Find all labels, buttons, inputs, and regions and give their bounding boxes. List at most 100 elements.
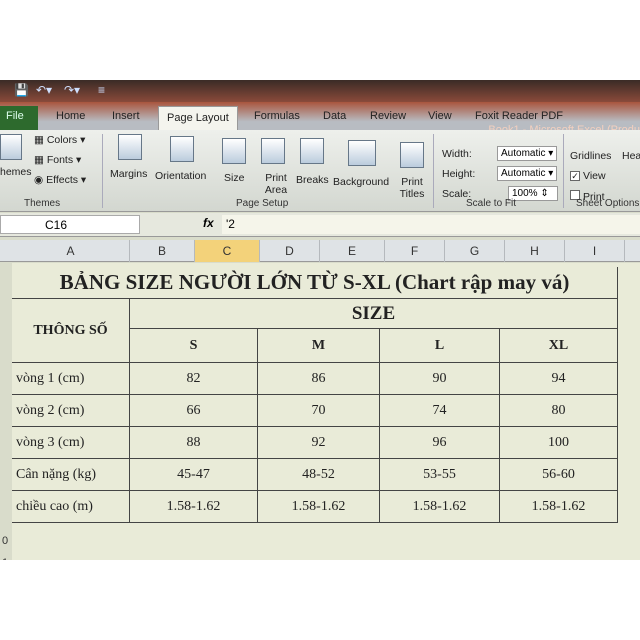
table-cell[interactable]: 56-60 bbox=[500, 459, 618, 491]
print-titles-button[interactable]: Print Titles bbox=[399, 176, 425, 200]
orientation-icon bbox=[170, 136, 194, 162]
tab-view[interactable]: View bbox=[428, 110, 452, 122]
table-cell[interactable]: 96 bbox=[380, 427, 500, 459]
themes-icon[interactable] bbox=[0, 134, 22, 160]
breaks-icon bbox=[300, 138, 324, 164]
tab-review[interactable]: Review bbox=[370, 110, 407, 122]
scale-value: 100% bbox=[512, 188, 538, 199]
table-cell[interactable]: 74 bbox=[380, 395, 500, 427]
row-label[interactable]: Cân nặng (kg) bbox=[12, 459, 130, 491]
checkbox-unchecked-icon bbox=[570, 190, 580, 200]
size-s[interactable]: S bbox=[130, 329, 258, 363]
undo-icon[interactable]: ↶▾ bbox=[36, 83, 53, 97]
size-m[interactable]: M bbox=[258, 329, 380, 363]
column-header-h[interactable]: H bbox=[505, 240, 565, 262]
colors-button[interactable]: ▦ Colors ▾ bbox=[34, 134, 86, 146]
sheet-title[interactable]: BẢNG SIZE NGƯỜI LỚN TỪ S-XL (Chart rập m… bbox=[12, 267, 618, 299]
themes-button[interactable]: hemes bbox=[0, 166, 32, 178]
table-cell[interactable]: 1.58-1.62 bbox=[500, 491, 618, 523]
size-xl[interactable]: XL bbox=[500, 329, 618, 363]
checkbox-checked-icon: ✓ bbox=[570, 171, 580, 181]
print-label: Print bbox=[583, 191, 605, 203]
insert-function-icon[interactable]: fx bbox=[203, 216, 214, 230]
table-cell[interactable]: 86 bbox=[258, 363, 380, 395]
table-cell[interactable]: 48-52 bbox=[258, 459, 380, 491]
formula-input[interactable]: '2 bbox=[222, 215, 640, 234]
table-cell[interactable]: 90 bbox=[380, 363, 500, 395]
param-header[interactable]: THÔNG SỐ bbox=[12, 299, 130, 363]
tab-file[interactable]: File bbox=[0, 106, 38, 130]
column-header-c[interactable]: C bbox=[195, 240, 260, 262]
gridlines-view-checkbox[interactable]: ✓ View bbox=[570, 170, 606, 182]
table-cell[interactable]: 45-47 bbox=[130, 459, 258, 491]
tab-home[interactable]: Home bbox=[56, 110, 86, 122]
table-cell[interactable]: 1.58-1.62 bbox=[258, 491, 380, 523]
column-header-b[interactable]: B bbox=[130, 240, 195, 262]
print-area-button[interactable]: Print Area bbox=[264, 172, 288, 196]
table-cell[interactable]: 88 bbox=[130, 427, 258, 459]
row-label[interactable]: vòng 3 (cm) bbox=[12, 427, 130, 459]
group-scale-to-fit: Scale to Fit bbox=[466, 198, 517, 209]
size-button[interactable]: Size bbox=[224, 172, 245, 184]
tab-insert[interactable]: Insert bbox=[112, 110, 140, 122]
print-area-icon bbox=[261, 138, 285, 164]
table-cell[interactable]: 66 bbox=[130, 395, 258, 427]
background-button[interactable]: Background bbox=[333, 176, 390, 188]
table-cell[interactable]: 53-55 bbox=[380, 459, 500, 491]
margins-icon bbox=[118, 134, 142, 160]
height-value: Automatic bbox=[501, 168, 546, 179]
scale-spinner[interactable]: 100% ⇕ bbox=[508, 186, 558, 201]
effects-label: Effects bbox=[46, 174, 78, 186]
table-cell[interactable]: 1.58-1.62 bbox=[130, 491, 258, 523]
customize-qat-icon[interactable]: ≡ bbox=[98, 83, 106, 97]
excel-window: 💾 ↶▾ ↷▾ ≡ File Home Insert Page Layout F… bbox=[0, 80, 640, 560]
print-titles-icon bbox=[400, 142, 424, 168]
worksheet-grid[interactable]: BẢNG SIZE NGƯỜI LỚN TỪ S-XL (Chart rập m… bbox=[2, 263, 640, 560]
table-cell[interactable]: 100 bbox=[500, 427, 618, 459]
name-box[interactable]: C16 bbox=[0, 215, 140, 234]
size-header[interactable]: SIZE bbox=[130, 299, 618, 329]
group-sheet-options: Sheet Options bbox=[576, 198, 640, 209]
ribbon-tabs: File Home Insert Page Layout Formulas Da… bbox=[0, 102, 640, 136]
height-dropdown[interactable]: Automatic ▾ bbox=[497, 166, 558, 181]
column-header-a[interactable]: A bbox=[12, 240, 130, 262]
table-cell[interactable]: 1.58-1.62 bbox=[380, 491, 500, 523]
width-label: Width: bbox=[442, 148, 472, 160]
orientation-button[interactable]: Orientation bbox=[155, 170, 207, 182]
table-cell[interactable]: 70 bbox=[258, 395, 380, 427]
background-icon bbox=[348, 140, 376, 166]
row-number[interactable]: 1 bbox=[2, 557, 8, 560]
gridlines-print-checkbox[interactable]: Print bbox=[570, 190, 605, 203]
size-l[interactable]: L bbox=[380, 329, 500, 363]
redo-icon[interactable]: ↷▾ bbox=[64, 83, 81, 97]
tab-foxit[interactable]: Foxit Reader PDF bbox=[475, 110, 564, 122]
column-header-f[interactable]: F bbox=[385, 240, 445, 262]
table-cell[interactable]: 82 bbox=[130, 363, 258, 395]
margins-button[interactable]: Margins bbox=[110, 168, 148, 180]
table-cell[interactable]: 92 bbox=[258, 427, 380, 459]
effects-button[interactable]: ◉ Effects ▾ bbox=[34, 174, 87, 186]
row-label[interactable]: chiều cao (m) bbox=[12, 491, 130, 523]
column-header-e[interactable]: E bbox=[320, 240, 385, 262]
table-cell[interactable]: 80 bbox=[500, 395, 618, 427]
column-header-g[interactable]: G bbox=[445, 240, 505, 262]
tab-data[interactable]: Data bbox=[323, 110, 347, 122]
size-icon bbox=[222, 138, 246, 164]
row-number[interactable]: 0 bbox=[2, 535, 9, 547]
tab-formulas[interactable]: Formulas bbox=[254, 110, 300, 122]
save-icon[interactable]: 💾 bbox=[14, 83, 29, 97]
ribbon: hemes ▦ Colors ▾ ▦ Fonts ▾ ◉ Effects ▾ T… bbox=[0, 130, 640, 212]
fonts-button[interactable]: ▦ Fonts ▾ bbox=[34, 154, 82, 166]
column-header-d[interactable]: D bbox=[260, 240, 320, 262]
breaks-button[interactable]: Breaks bbox=[296, 174, 329, 186]
width-value: Automatic bbox=[501, 148, 546, 159]
row-label[interactable]: vòng 1 (cm) bbox=[12, 363, 130, 395]
tab-page-layout[interactable]: Page Layout bbox=[158, 106, 238, 130]
row-label[interactable]: vòng 2 (cm) bbox=[12, 395, 130, 427]
table-cell[interactable]: 94 bbox=[500, 363, 618, 395]
width-dropdown[interactable]: Automatic ▾ bbox=[497, 146, 558, 161]
view-label: View bbox=[583, 170, 606, 182]
separator bbox=[563, 134, 564, 208]
column-header-i[interactable]: I bbox=[565, 240, 625, 262]
